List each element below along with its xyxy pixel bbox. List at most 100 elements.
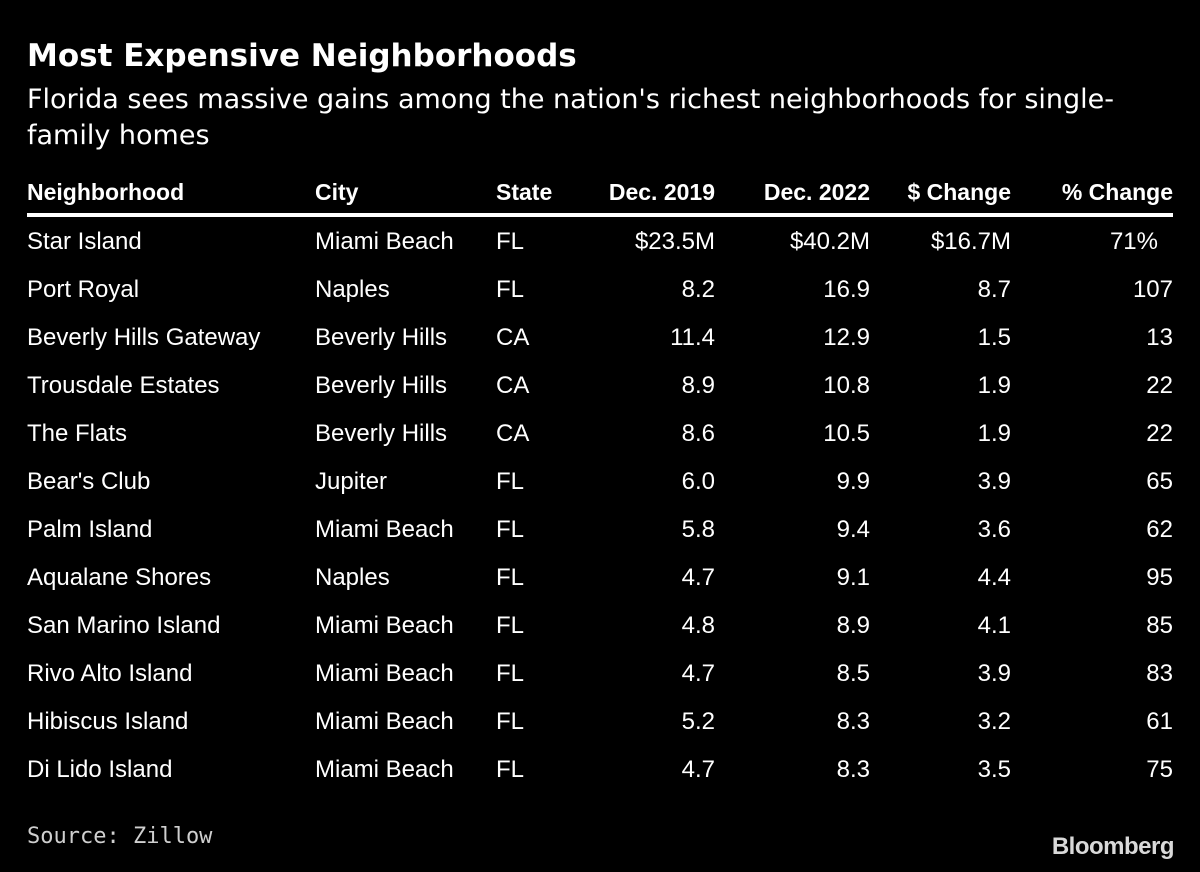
cell-state: FL [496,660,525,687]
table-row: Beverly Hills Gateway Beverly Hills CA 11.4… [27,314,1173,362]
column-header: Dec. 2019 [581,172,715,217]
column-header: % Change [1011,172,1173,217]
cell-neighborhood: Star Island [27,227,142,255]
cell-city: Beverly Hills [315,372,448,399]
cell-dollar-change: 1.9 [977,420,1011,447]
cell-dollar-change: 3.6 [977,516,1011,543]
cell-percent-change: 22 [1146,372,1173,399]
table-body: Star Island Miami Beach FL $23.5M $40.2M $16.… [27,215,1173,794]
cell-neighborhood: Trousdale Estates [27,372,220,399]
cell-dollar-change: 8.7 [977,276,1011,303]
cell-dec-2019: 11.4 [670,324,715,351]
cell-percent-change: 65 [1146,468,1173,495]
cell-state: FL [496,612,525,639]
cell-dollar-change: 1.5 [977,324,1011,351]
table-row: Di Lido Island Miami Beach FL 4.7 8.3 3.5 75 [27,746,1173,794]
cell-neighborhood: Palm Island [27,516,153,543]
cell-neighborhood: Di Lido Island [27,756,173,783]
cell-percent-change: 85 [1146,612,1173,639]
cell-state: CA [496,324,530,351]
cell-city: Miami Beach [315,612,454,639]
cell-state: CA [496,372,530,399]
cell-state: CA [496,420,530,447]
cell-dec-2019: $23.5M [634,227,715,255]
cell-neighborhood: The Flats [27,420,128,447]
cell-city: Miami Beach [315,756,454,783]
cell-neighborhood: San Marino Island [27,612,221,639]
cell-dec-2022: 9.1 [836,564,870,591]
cell-state: FL [496,227,525,255]
cell-city: Jupiter [315,468,388,495]
cell-state: FL [496,708,525,735]
cell-state: FL [496,564,525,591]
chart-subtitle: Florida sees massive gains among the nat… [27,84,1114,151]
column-header: City [315,172,496,217]
cell-dec-2022: 9.9 [836,468,870,495]
cell-city: Naples [315,276,390,303]
cell-city: Miami Beach [315,708,454,735]
cell-state: FL [496,756,525,783]
cell-city: Beverly Hills [315,420,448,447]
cell-neighborhood: Rivo Alto Island [27,660,193,687]
cell-percent-change: 22 [1146,420,1173,447]
cell-state: FL [496,276,525,303]
cell-dec-2019: 4.7 [681,564,715,591]
cell-dec-2022: 12.9 [823,324,870,351]
cell-dec-2019: 8.2 [681,276,715,303]
cell-percent-change: 107 [1132,276,1173,303]
cell-dec-2019: 5.2 [681,708,715,735]
cell-percent-change: 61 [1146,708,1173,735]
cell-percent-change: 13 [1146,324,1173,351]
cell-city: Miami Beach [315,660,454,687]
cell-dec-2019: 4.7 [681,660,715,687]
bloomberg-logo: Bloomberg [1051,833,1175,860]
cell-city: Beverly Hills [315,324,448,351]
cell-dec-2019: 8.9 [681,372,715,399]
cell-dec-2022: 8.3 [836,756,870,783]
cell-city: Miami Beach [315,516,454,543]
cell-dec-2019: 6.0 [681,468,715,495]
cell-city: Miami Beach [315,227,454,255]
cell-dec-2022: 10.5 [823,420,870,447]
cell-percent-change: 71% [1109,227,1158,255]
source-note: Source: Zillow [27,824,213,849]
cell-neighborhood: Hibiscus Island [27,708,189,735]
cell-dollar-change: 3.2 [977,708,1011,735]
table-row: Palm Island Miami Beach FL 5.8 9.4 3.6 62 [27,506,1173,554]
cell-percent-change: 95 [1146,564,1173,591]
cell-dec-2019: 8.6 [681,420,715,447]
cell-neighborhood: Beverly Hills Gateway [27,324,261,351]
cell-dollar-change: 4.4 [977,564,1011,591]
table-row: San Marino Island Miami Beach FL 4.8 8.9 4.1 8… [27,602,1173,650]
cell-percent-change: 83 [1146,660,1173,687]
table-row: Port Royal Naples FL 8.2 16.9 8.7 107 [27,266,1173,314]
cell-dec-2019: 4.7 [681,756,715,783]
cell-neighborhood: Bear's Club [27,468,151,495]
cell-dec-2022: $40.2M [789,227,870,255]
cell-dec-2022: 16.9 [823,276,870,303]
cell-dollar-change: 3.9 [977,468,1011,495]
cell-dec-2022: 8.3 [836,708,870,735]
cell-dollar-change: 3.9 [977,660,1011,687]
column-header: $ Change [870,172,1011,217]
cell-dollar-change: $16.7M [930,227,1011,255]
table-row: Rivo Alto Island Miami Beach FL 4.7 8.5 3.9 83 [27,650,1173,698]
table-row: The Flats Beverly Hills CA 8.6 10.5 1.9 22 [27,410,1173,458]
cell-neighborhood: Port Royal [27,276,140,303]
cell-percent-change: 75 [1146,756,1173,783]
cell-dollar-change: 3.5 [977,756,1011,783]
table-row: Bear's Club Jupiter FL 6.0 9.9 3.9 65 [27,458,1173,506]
cell-percent-change: 62 [1146,516,1173,543]
cell-dollar-change: 1.9 [977,372,1011,399]
cell-dec-2022: 10.8 [823,372,870,399]
cell-dollar-change: 4.1 [977,612,1011,639]
chart-title: Most Expensive Neighborhoods [27,38,577,74]
cell-state: FL [496,468,525,495]
column-header: Dec. 2022 [715,172,870,217]
cell-dec-2019: 4.8 [681,612,715,639]
table-row: Star Island Miami Beach FL $23.5M $40.2M $16.… [27,215,1173,266]
cell-dec-2022: 8.9 [836,612,870,639]
table-row: Aqualane Shores Naples FL 4.7 9.1 4.4 95 [27,554,1173,602]
table-header-row: Neighborhood City State Dec. 2019 Dec. 2… [27,172,1173,217]
cell-dec-2022: 9.4 [836,516,870,543]
